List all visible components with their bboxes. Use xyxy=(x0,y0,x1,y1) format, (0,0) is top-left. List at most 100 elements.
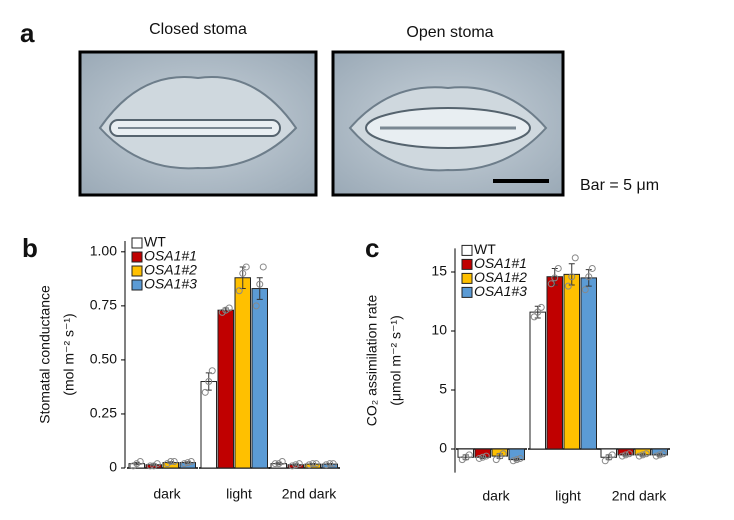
replicate-point xyxy=(322,461,330,469)
error-bar xyxy=(568,263,575,286)
x-tick-label: light xyxy=(555,488,581,504)
legend-label: WT xyxy=(474,241,496,257)
replicate-point xyxy=(571,254,579,262)
replicate-point xyxy=(305,461,313,469)
replicate-point xyxy=(534,308,542,316)
y-axis-label: (mol m⁻² s⁻¹) xyxy=(61,313,77,395)
replicate-point xyxy=(642,450,650,458)
image-caption: Closed stoma xyxy=(149,21,247,38)
replicate-point xyxy=(475,454,483,462)
replicate-point xyxy=(329,460,337,468)
legend-label: OSA1#1 xyxy=(474,255,527,271)
error-bar xyxy=(534,305,541,319)
x-tick-label: dark xyxy=(482,488,510,504)
panel-label: b xyxy=(22,233,38,263)
replicate-point xyxy=(652,452,660,460)
y-tick-label: 0.50 xyxy=(90,351,117,367)
replicate-point xyxy=(239,269,247,277)
micrograph xyxy=(331,50,565,197)
replicate-point xyxy=(153,460,161,468)
image-caption: Open stoma xyxy=(406,24,493,41)
replicate-point xyxy=(187,458,195,466)
replicate-point xyxy=(479,453,487,461)
replicate-point xyxy=(513,456,521,464)
replicate-point xyxy=(608,451,616,459)
y-axis-label: CO₂ assimilation rate xyxy=(364,295,380,427)
replicate-point xyxy=(201,388,209,396)
scale-bar-label: Bar = 5 μm xyxy=(580,177,659,194)
replicate-point xyxy=(133,460,141,468)
bar xyxy=(546,276,563,450)
legend-swatch xyxy=(131,265,143,277)
y-axis-label: (μmol m⁻² s⁻¹) xyxy=(388,315,404,406)
replicate-point xyxy=(568,273,576,281)
replicate-point xyxy=(482,452,490,460)
replicate-point xyxy=(259,263,267,271)
replicate-point xyxy=(295,460,303,468)
legend-swatch xyxy=(131,237,143,249)
bar xyxy=(529,311,546,450)
legend-label: OSA1#1 xyxy=(144,248,197,264)
replicate-point xyxy=(170,458,178,466)
y-tick-label: 0.25 xyxy=(90,405,117,421)
replicate-point xyxy=(288,462,296,470)
bar xyxy=(234,277,251,469)
x-tick-label: light xyxy=(226,486,252,502)
legend-label: OSA1#3 xyxy=(474,283,527,299)
replicate-point xyxy=(252,302,260,310)
replicate-point xyxy=(635,452,643,460)
error-bar xyxy=(292,463,299,467)
legend-swatch xyxy=(461,272,473,284)
legend-label: OSA1#2 xyxy=(144,262,197,278)
replicate-point xyxy=(256,280,264,288)
y-tick-label: 0 xyxy=(109,459,117,475)
legend-label: WT xyxy=(144,234,166,250)
replicate-point xyxy=(588,264,596,272)
replicate-point xyxy=(180,460,188,468)
error-bar xyxy=(585,269,592,287)
replicate-point xyxy=(271,460,279,468)
replicate-point xyxy=(208,367,216,375)
y-tick-label: 10 xyxy=(431,322,447,338)
y-tick-label: 1.00 xyxy=(90,243,117,259)
replicate-point xyxy=(235,287,243,295)
replicate-point xyxy=(462,453,470,461)
replicate-point xyxy=(205,378,213,386)
replicate-point xyxy=(530,313,538,321)
x-tick-label: dark xyxy=(153,486,181,502)
replicate-point xyxy=(618,452,626,460)
replicate-point xyxy=(492,456,500,464)
replicate-point xyxy=(509,457,517,465)
y-tick-label: 0.75 xyxy=(90,297,117,313)
replicate-point xyxy=(581,286,589,294)
replicate-point xyxy=(275,460,283,468)
replicate-point xyxy=(312,460,320,468)
replicate-point xyxy=(625,450,633,458)
x-tick-label: 2nd dark xyxy=(282,486,337,502)
replicate-point xyxy=(551,274,559,282)
legend-swatch xyxy=(131,279,143,291)
replicate-point xyxy=(537,303,545,311)
replicate-point xyxy=(564,282,572,290)
replicate-point xyxy=(146,462,154,470)
replicate-point xyxy=(167,458,175,466)
replicate-point xyxy=(163,460,171,468)
bar xyxy=(580,277,597,450)
replicate-point xyxy=(222,306,230,314)
replicate-point xyxy=(242,263,250,271)
legend-swatch xyxy=(461,258,473,270)
y-tick-label: 5 xyxy=(439,381,447,397)
y-tick-label: 15 xyxy=(431,263,447,279)
replicate-point xyxy=(496,452,504,460)
legend-label: OSA1#3 xyxy=(144,276,197,292)
replicate-point xyxy=(554,264,562,272)
error-bar xyxy=(133,462,140,466)
replicate-point xyxy=(150,462,158,470)
legend-swatch xyxy=(131,251,143,263)
error-bar xyxy=(184,461,191,464)
replicate-point xyxy=(465,451,473,459)
bar xyxy=(217,309,234,469)
replicate-point xyxy=(458,456,466,464)
replicate-point xyxy=(309,460,317,468)
